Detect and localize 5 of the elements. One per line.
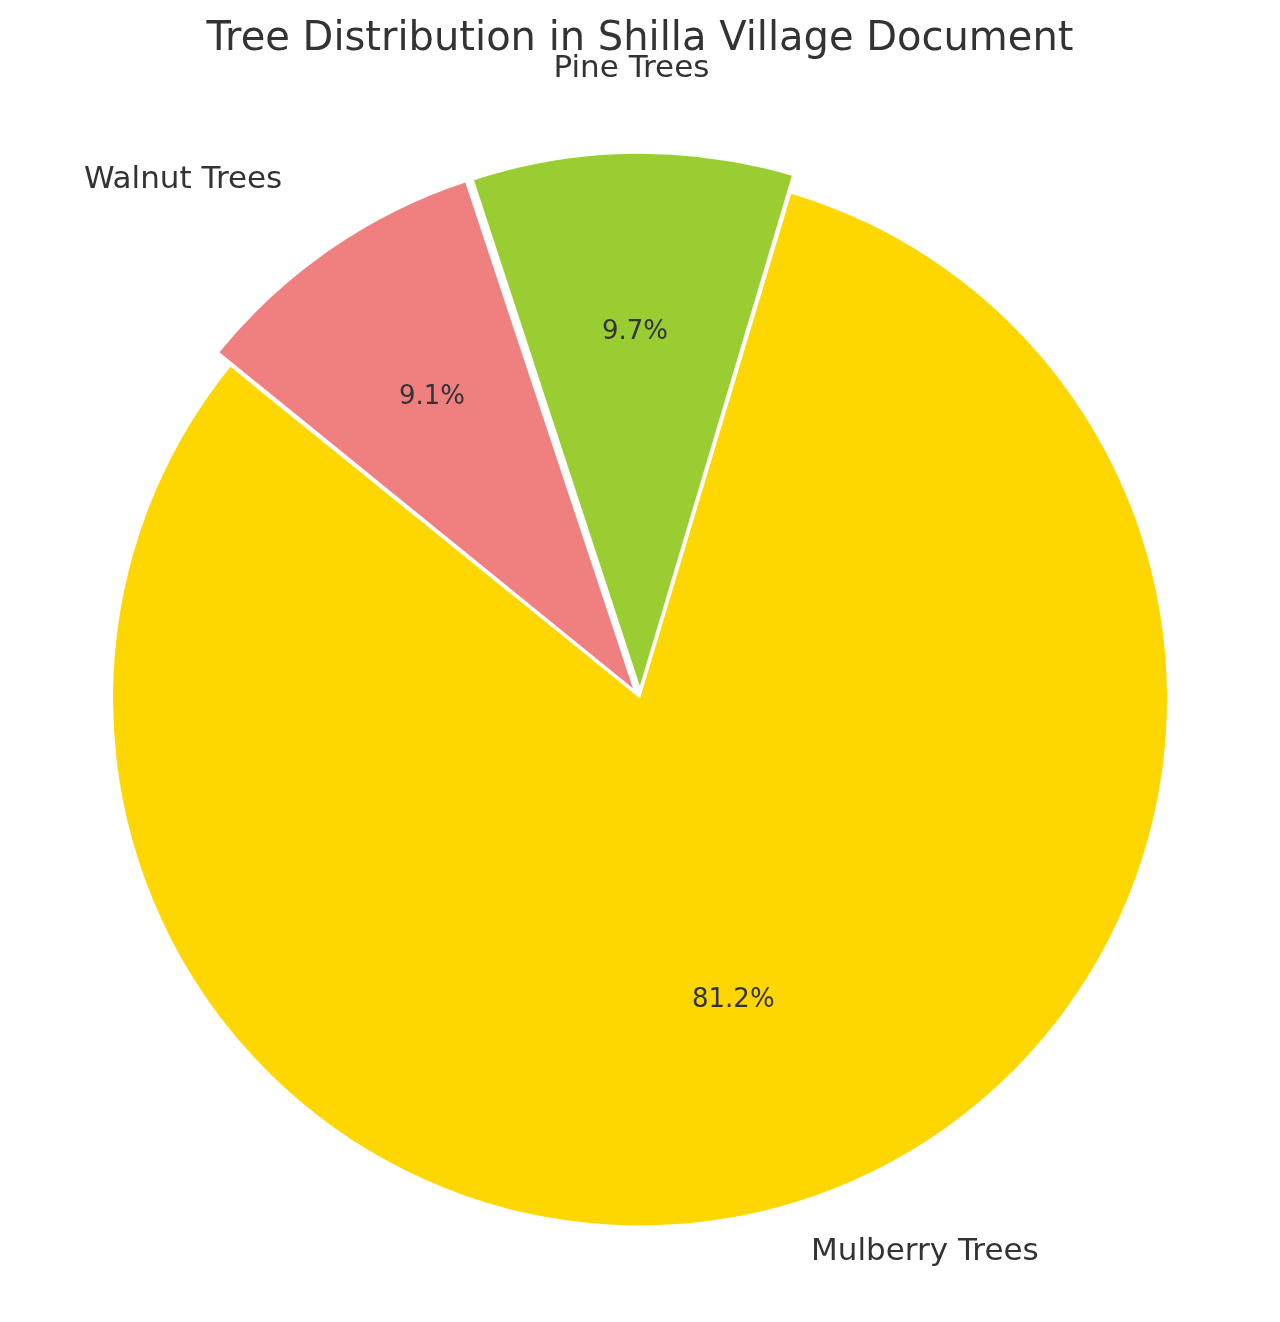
data-label: 81.2% xyxy=(691,983,775,1014)
slice-label: Mulberry Trees xyxy=(811,1231,1039,1268)
slice-label: Walnut Trees xyxy=(83,159,283,196)
data-label: 9.1% xyxy=(398,379,465,410)
data-label: 9.7% xyxy=(601,315,669,346)
